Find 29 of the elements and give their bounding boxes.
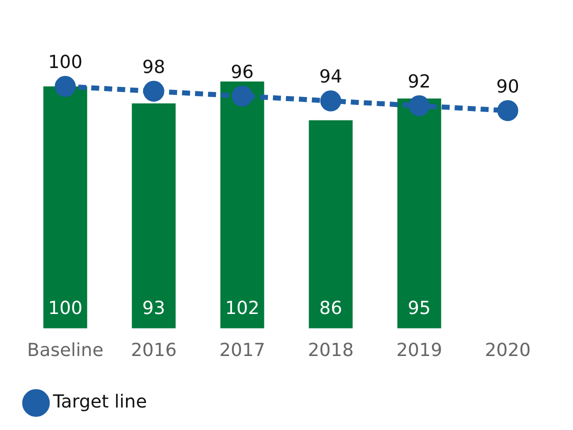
- bar: [220, 82, 264, 328]
- point: [497, 100, 518, 122]
- data-label: 102: [225, 298, 260, 320]
- point: [320, 90, 342, 112]
- bar: [132, 103, 176, 328]
- data-label: 93: [142, 298, 166, 320]
- bar: [43, 86, 88, 328]
- data-label: 95: [408, 298, 431, 320]
- x-tick-label: 2019: [396, 340, 442, 361]
- bar: [397, 98, 442, 328]
- data-label: 100: [48, 52, 82, 74]
- data-label: 100: [48, 298, 82, 320]
- x-tick-label: 2018: [308, 340, 354, 361]
- data-label: 92: [408, 71, 431, 92]
- data-label: 94: [319, 66, 342, 88]
- point: [232, 86, 253, 107]
- bar: [308, 120, 353, 328]
- point: [143, 80, 164, 102]
- data-label: 90: [496, 76, 520, 98]
- x-tick-label: 2016: [130, 340, 177, 361]
- x-tick-label: Baseline: [27, 340, 104, 361]
- x-tick-label: 2017: [219, 340, 266, 361]
- x-tick-label: 2020: [484, 340, 531, 361]
- data-label: 96: [230, 62, 254, 83]
- legend-label: Target line: [52, 392, 147, 413]
- data-label: 86: [319, 298, 342, 320]
- point: [54, 76, 76, 97]
- data-label: 98: [142, 56, 166, 78]
- point: [408, 95, 430, 116]
